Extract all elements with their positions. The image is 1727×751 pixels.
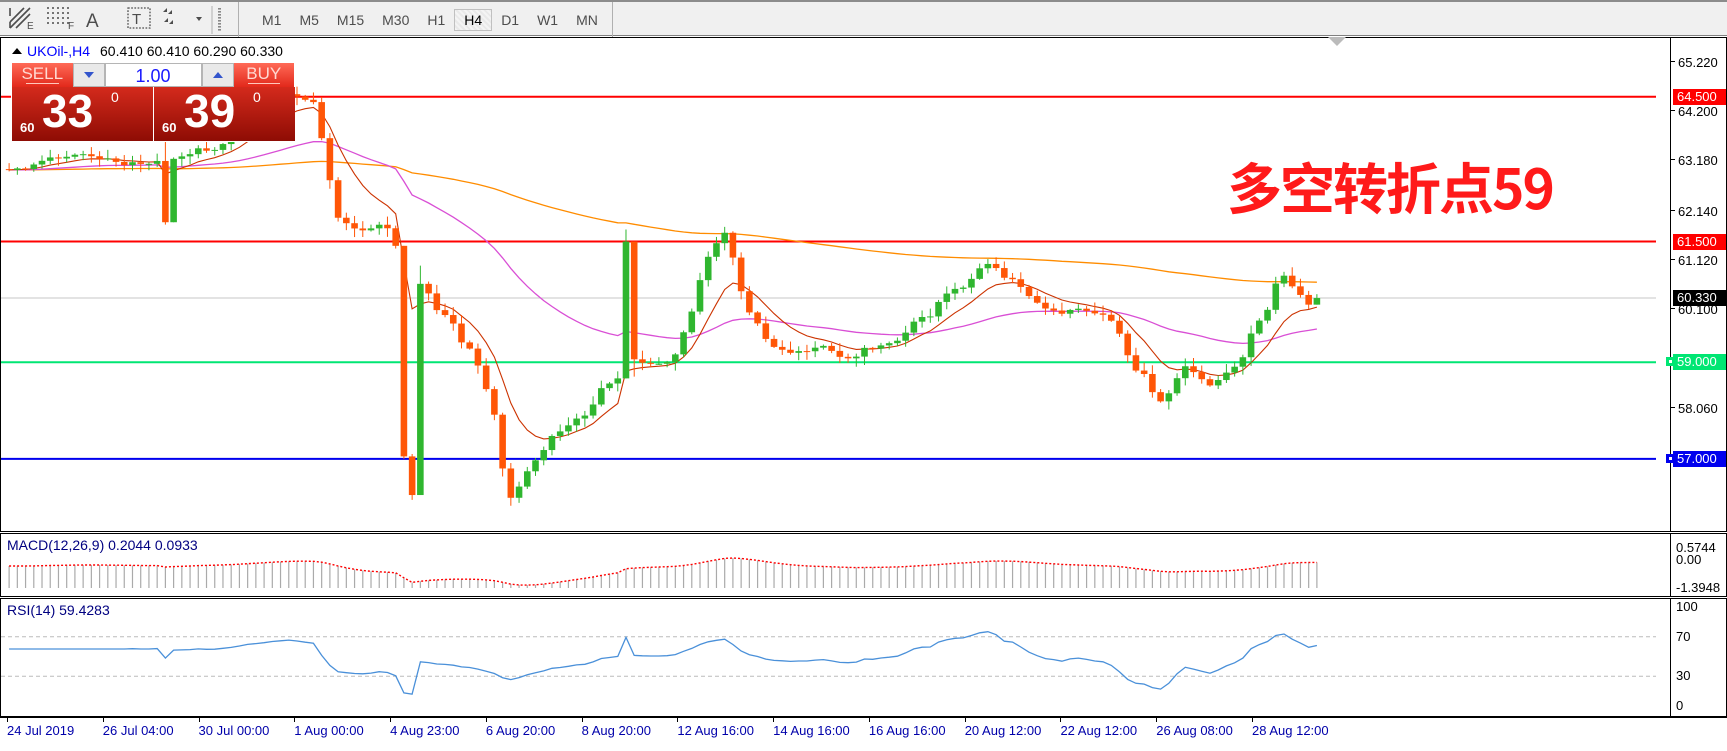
svg-text:A: A — [86, 11, 99, 32]
svg-text:F: F — [68, 21, 74, 32]
svg-text:E: E — [27, 21, 34, 32]
svg-text:T: T — [132, 11, 141, 28]
